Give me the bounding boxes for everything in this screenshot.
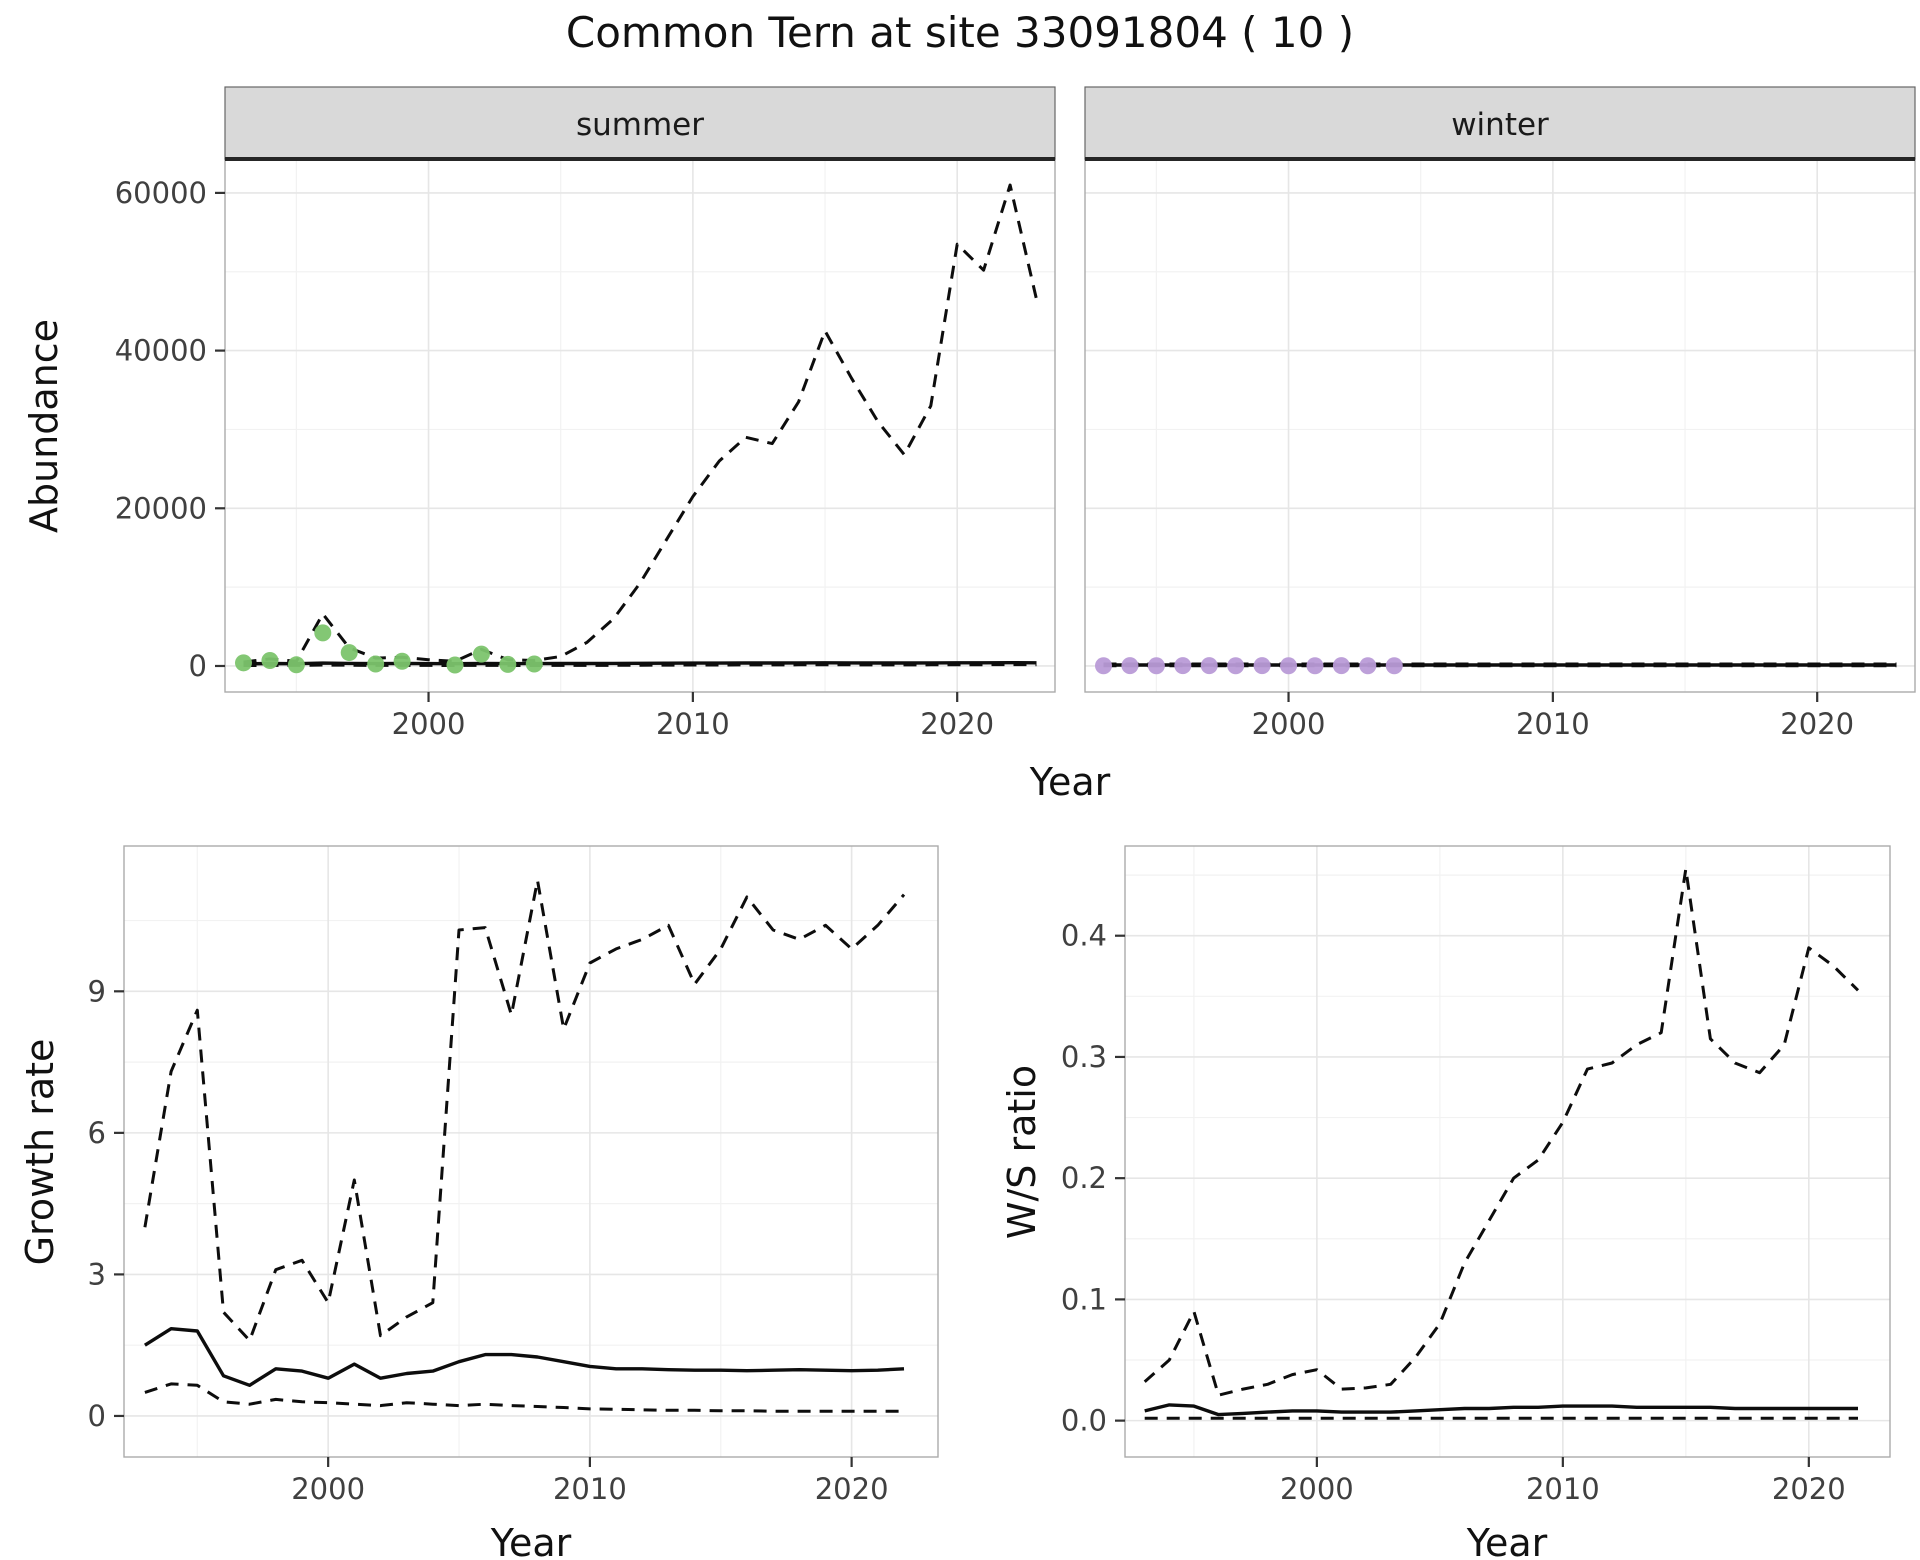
chart-abundance_summer: 2000 2010 2020 0 20000 40000 60000 summer	[115, 86, 1056, 741]
gridlines	[124, 846, 938, 1457]
observation-point	[367, 655, 385, 673]
observation-point	[446, 656, 464, 674]
observation-point	[261, 651, 279, 669]
observation-point	[525, 655, 543, 673]
x-axis-label-year-ws: Year	[1466, 1521, 1548, 1560]
y-tick-label: 60000	[115, 176, 207, 210]
x-tick-label: 2010	[553, 1472, 627, 1506]
x-tick-label: 2020	[815, 1472, 889, 1506]
observation-point	[1280, 657, 1298, 675]
x-tick-label: 2000	[392, 707, 466, 741]
y-tick-label: 0.1	[1061, 1282, 1107, 1316]
chart-abundance_winter: 2000 2010 2020 winter	[1084, 86, 1916, 741]
series-lines	[143, 878, 906, 1413]
facet-strip: winter	[1084, 86, 1916, 161]
summer_observations	[235, 624, 543, 674]
y-tick-label: 0.3	[1061, 1040, 1107, 1074]
observation-point	[1227, 657, 1245, 675]
chart-growth_rate: 2000 2010 2020 0 3 6 9	[88, 845, 939, 1506]
observation-point	[1095, 657, 1113, 675]
y-tick-label: 0	[189, 649, 207, 683]
x-tick-label: 2010	[1526, 1472, 1600, 1506]
observation-point	[340, 644, 358, 662]
observation-point	[287, 656, 305, 674]
y-tick-label: 9	[88, 974, 106, 1008]
axis-ticks: 2000 2010 2020	[1252, 692, 1854, 741]
chart-ws_ratio: 2000 2010 2020 0.0 0.1 0.2 0.3 0.4	[1061, 845, 1891, 1506]
observation-point	[1174, 657, 1192, 675]
observation-point	[1385, 657, 1403, 675]
x-axis-label-year-top: Year	[1029, 760, 1111, 804]
observation-point	[1359, 657, 1377, 675]
x-tick-label: 2020	[1780, 707, 1854, 741]
y-tick-label: 3	[88, 1257, 106, 1291]
x-tick-label: 2020	[920, 707, 994, 741]
x-tick-label: 2020	[1772, 1472, 1846, 1506]
y-axis-label-ws-ratio: W/S ratio	[1000, 1064, 1044, 1240]
y-tick-label: 40000	[115, 334, 207, 368]
observation-point	[1253, 657, 1271, 675]
y-tick-label: 0.0	[1061, 1404, 1107, 1438]
x-tick-label: 2000	[1280, 1472, 1354, 1506]
facet-strip-label: winter	[1451, 107, 1549, 143]
facet-strip-background	[1084, 86, 1916, 160]
x-axis-label-year-growth: Year	[490, 1521, 572, 1560]
axis-ticks: 2000 2010 2020 0.0 0.1 0.2 0.3 0.4	[1061, 919, 1846, 1506]
y-tick-label: 0.2	[1061, 1161, 1107, 1195]
series-lines	[1143, 867, 1860, 1420]
panel-background	[124, 846, 938, 1457]
observation-point	[1200, 657, 1218, 675]
series-estimate	[143, 1326, 905, 1388]
winter_observations	[1095, 657, 1403, 675]
facet-strip-background	[224, 86, 1056, 160]
observation-point	[235, 654, 253, 672]
observation-point	[472, 645, 490, 663]
series-lines	[1103, 662, 1897, 668]
axis-ticks: 2000 2010 2020 0 20000 40000 60000	[115, 176, 994, 741]
x-tick-label: 2000	[291, 1472, 365, 1506]
facet-strip: summer	[224, 86, 1056, 161]
observation-point	[1306, 657, 1324, 675]
axis-ticks: 2000 2010 2020 0 3 6 9	[88, 974, 889, 1506]
figure-title: Common Tern at site 33091804 ( 10 )	[565, 8, 1355, 57]
observation-point	[1121, 657, 1139, 675]
facet-strip-label: summer	[576, 107, 704, 143]
series-lower_ci	[144, 1382, 904, 1413]
panel-background	[1125, 846, 1890, 1457]
observation-point	[1332, 657, 1350, 675]
gridlines	[1125, 846, 1890, 1457]
y-tick-label: 6	[88, 1116, 106, 1150]
x-tick-label: 2010	[1516, 707, 1590, 741]
panel-border	[1124, 845, 1891, 1458]
observation-point	[393, 652, 411, 670]
y-tick-label: 0	[88, 1399, 106, 1433]
x-tick-label: 2000	[1252, 707, 1326, 741]
observation-point	[499, 655, 517, 673]
observation-point	[1147, 657, 1165, 675]
series-estimate	[1144, 1403, 1858, 1417]
y-tick-label: 0.4	[1061, 919, 1107, 953]
y-axis-label-growth-rate: Growth rate	[18, 1038, 62, 1266]
panel-background	[1085, 159, 1915, 692]
observation-point	[314, 624, 332, 642]
panel-border	[123, 845, 939, 1458]
x-tick-label: 2010	[656, 707, 730, 741]
series-upper_ci	[1143, 867, 1860, 1397]
panel-background	[225, 159, 1055, 692]
y-tick-label: 20000	[115, 491, 207, 525]
y-axis-label-abundance: Abundance	[22, 318, 66, 534]
